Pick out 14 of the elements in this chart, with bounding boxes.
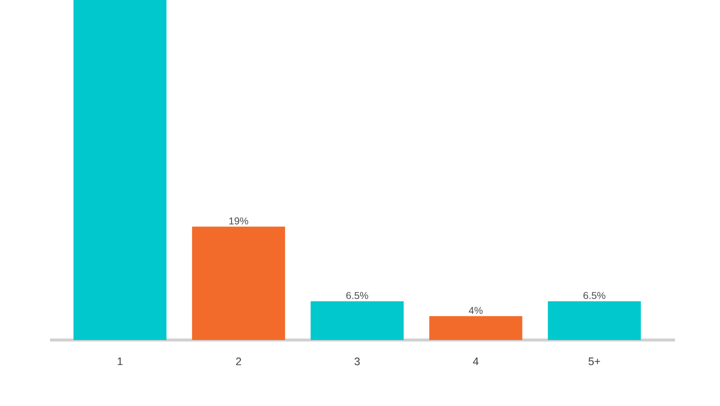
data-label: 19%: [229, 217, 248, 224]
data-label: 6.5%: [346, 292, 368, 300]
x-tick-label: 1: [118, 358, 122, 366]
bar: [192, 226, 286, 340]
x-tick-label: 3: [354, 358, 360, 366]
data-label: 6.5%: [584, 292, 606, 300]
bar: [310, 301, 404, 340]
bar: [548, 301, 641, 340]
bar: [73, 0, 166, 340]
bar: [429, 316, 522, 340]
x-tick-label: 4: [472, 358, 478, 366]
x-tick-label: 5+: [588, 358, 600, 366]
x-tick-label: 2: [236, 358, 242, 366]
data-label: 4%: [468, 306, 483, 314]
